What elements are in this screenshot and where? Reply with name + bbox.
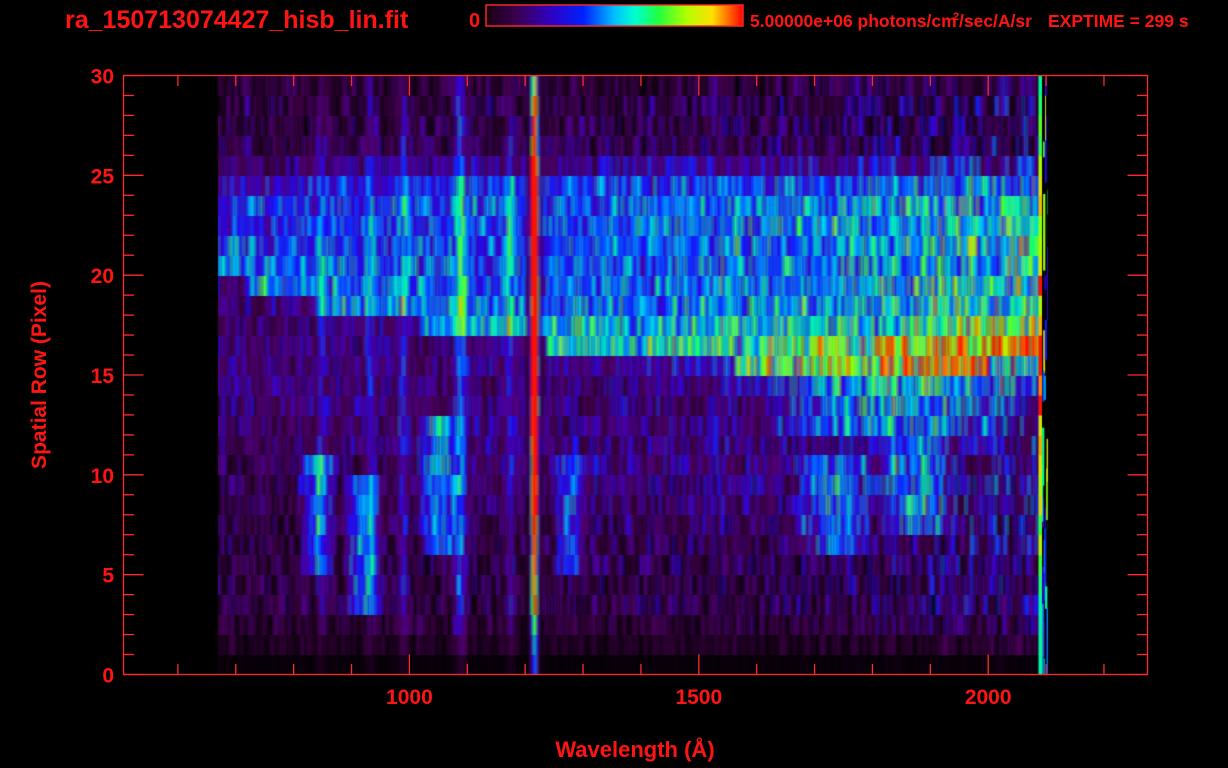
svg-text:Spatial Row (Pixel): Spatial Row (Pixel) — [28, 281, 51, 469]
svg-text:2000: 2000 — [965, 686, 1012, 709]
svg-text:0: 0 — [469, 10, 480, 32]
svg-text:5.00000e+06 photons/cm: 5.00000e+06 photons/cm — [750, 11, 957, 31]
svg-text:15: 15 — [91, 365, 115, 388]
svg-text:5: 5 — [102, 565, 114, 588]
svg-text:1000: 1000 — [386, 686, 433, 709]
svg-text:/sec/A/sr: /sec/A/sr — [959, 11, 1032, 31]
svg-text:30: 30 — [91, 66, 114, 89]
svg-text:Wavelength (Å): Wavelength (Å) — [555, 736, 714, 762]
svg-text:10: 10 — [91, 465, 114, 488]
svg-text:25: 25 — [91, 165, 115, 188]
svg-text:0: 0 — [102, 665, 114, 688]
svg-text:ra_150713074427_hisb_lin.fit: ra_150713074427_hisb_lin.fit — [65, 6, 409, 34]
svg-text:20: 20 — [91, 265, 114, 288]
svg-text:1500: 1500 — [675, 686, 722, 709]
svg-text:EXPTIME = 299 s: EXPTIME = 299 s — [1048, 11, 1189, 31]
